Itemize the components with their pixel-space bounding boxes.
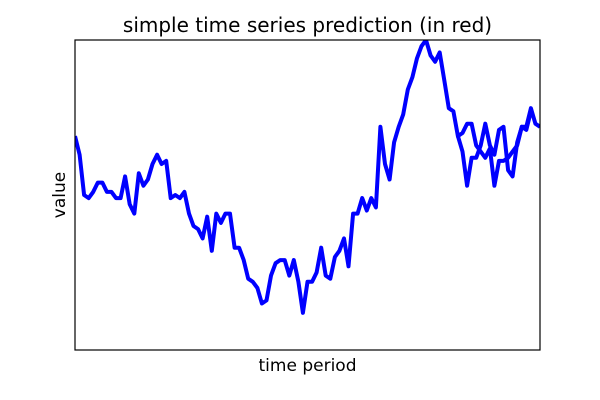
chart-title: simple time series prediction (in red) xyxy=(123,13,492,37)
series-line-0 xyxy=(75,40,533,315)
plot-frame xyxy=(74,39,541,351)
x-axis-label: time period xyxy=(259,356,357,376)
series-line-1 xyxy=(455,106,540,188)
y-axis-label: value xyxy=(50,172,70,218)
plot-area xyxy=(75,40,540,315)
